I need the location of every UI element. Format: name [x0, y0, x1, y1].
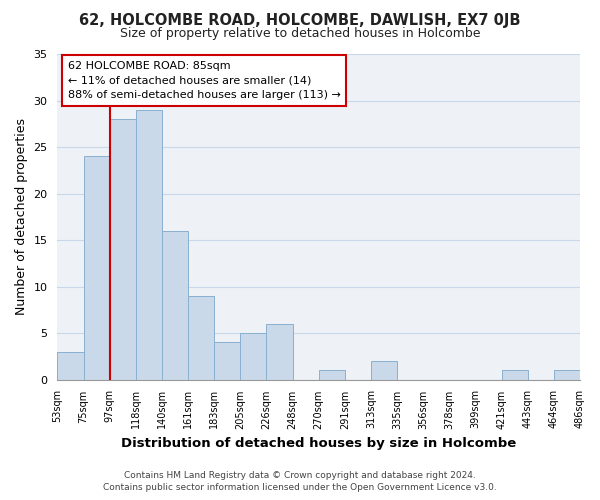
Text: 62 HOLCOMBE ROAD: 85sqm
← 11% of detached houses are smaller (14)
88% of semi-de: 62 HOLCOMBE ROAD: 85sqm ← 11% of detache… [68, 60, 341, 100]
Bar [162, 230, 188, 380]
Bar [214, 342, 241, 380]
Bar [188, 296, 214, 380]
Bar [136, 110, 162, 380]
Text: Size of property relative to detached houses in Holcombe: Size of property relative to detached ho… [120, 28, 480, 40]
Text: 62, HOLCOMBE ROAD, HOLCOMBE, DAWLISH, EX7 0JB: 62, HOLCOMBE ROAD, HOLCOMBE, DAWLISH, EX… [79, 12, 521, 28]
Bar [554, 370, 580, 380]
Bar [110, 119, 136, 380]
Bar [502, 370, 528, 380]
Bar [83, 156, 110, 380]
Bar [371, 361, 397, 380]
Bar [266, 324, 293, 380]
Bar [58, 352, 83, 380]
Y-axis label: Number of detached properties: Number of detached properties [15, 118, 28, 316]
Bar [319, 370, 345, 380]
X-axis label: Distribution of detached houses by size in Holcombe: Distribution of detached houses by size … [121, 437, 517, 450]
Text: Contains HM Land Registry data © Crown copyright and database right 2024.
Contai: Contains HM Land Registry data © Crown c… [103, 471, 497, 492]
Bar [241, 333, 266, 380]
